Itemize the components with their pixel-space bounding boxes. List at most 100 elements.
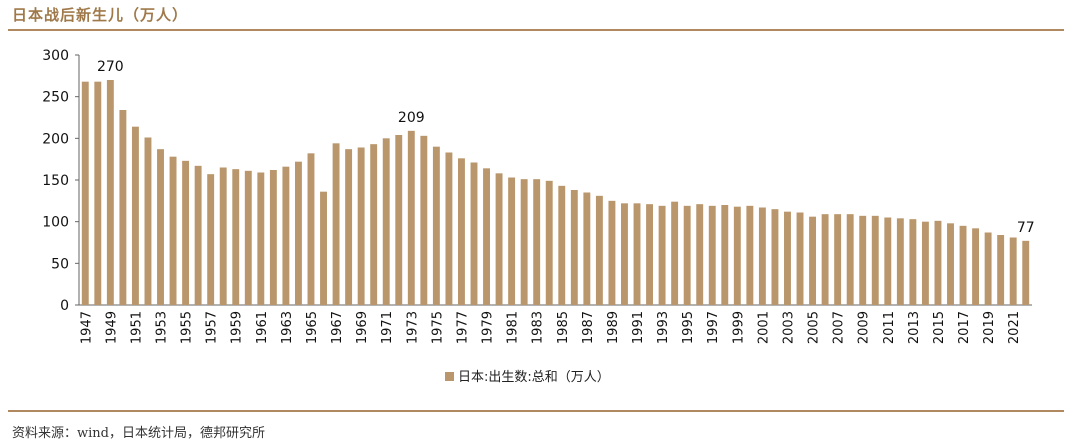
bar-1976 bbox=[445, 152, 453, 305]
bar-2011 bbox=[884, 217, 892, 305]
bar-1980 bbox=[495, 173, 503, 305]
x-tick-label: 1979 bbox=[481, 311, 496, 344]
bar-1949 bbox=[106, 80, 114, 305]
bar-1975 bbox=[432, 146, 440, 305]
x-tick-label: 1975 bbox=[430, 311, 445, 344]
bar-chart: 0 50 100 150 200 250 300 1947 1949 1951 1953 1955 19… bbox=[42, 48, 1034, 385]
x-tick-label: 2011 bbox=[882, 311, 897, 344]
bar-2012 bbox=[896, 218, 904, 305]
x-tick-label: 1997 bbox=[706, 311, 721, 344]
x-tick-label: 1995 bbox=[681, 311, 696, 344]
bar-1996 bbox=[696, 204, 704, 305]
top-divider bbox=[8, 29, 1064, 31]
bar-1963 bbox=[282, 166, 290, 305]
x-tick-label: 2003 bbox=[781, 311, 796, 344]
bar-1972 bbox=[395, 135, 403, 305]
x-tick-label: 1965 bbox=[305, 311, 320, 344]
x-tick-label: 1991 bbox=[631, 311, 646, 344]
x-tick-label: 1989 bbox=[606, 311, 621, 344]
x-tick-label: 1947 bbox=[79, 311, 94, 344]
legend-swatch bbox=[445, 372, 454, 381]
bar-1987 bbox=[583, 192, 591, 305]
bar-1947 bbox=[81, 81, 89, 305]
x-tick-label: 1951 bbox=[129, 311, 144, 344]
x-tick-label: 2019 bbox=[982, 311, 997, 344]
bar-1983 bbox=[533, 179, 541, 305]
bar-1965 bbox=[307, 153, 315, 305]
bar-1954 bbox=[169, 156, 177, 305]
bar-2003 bbox=[784, 211, 791, 305]
bar-2022 bbox=[1022, 240, 1030, 305]
bar-1951 bbox=[131, 126, 139, 305]
bar-1961 bbox=[257, 172, 265, 305]
y-tick-label: 200 bbox=[42, 131, 69, 147]
x-tick-label: 1971 bbox=[380, 311, 395, 344]
bar-1970 bbox=[370, 144, 378, 305]
bar-1953 bbox=[157, 149, 164, 305]
bar-1974 bbox=[420, 135, 428, 305]
y-tick-label: 300 bbox=[42, 48, 69, 64]
bar-2005 bbox=[809, 216, 817, 305]
x-tick-label: 1953 bbox=[155, 311, 170, 344]
bar-2016 bbox=[947, 223, 954, 305]
bar-1977 bbox=[458, 158, 465, 305]
bar-1962 bbox=[269, 170, 277, 305]
bar-1948 bbox=[94, 81, 102, 305]
x-tick-label: 1985 bbox=[556, 311, 571, 344]
y-tick-label: 50 bbox=[51, 256, 69, 272]
y-tick-label: 250 bbox=[42, 90, 69, 106]
x-tick-label: 1957 bbox=[205, 311, 220, 344]
x-tick-label: 2007 bbox=[832, 311, 847, 344]
x-tick-label: 1955 bbox=[180, 311, 195, 344]
bar-1950 bbox=[119, 110, 127, 305]
bar-1957 bbox=[207, 174, 215, 305]
data-label: 270 bbox=[97, 59, 124, 75]
bar-1991 bbox=[633, 203, 641, 305]
bar-1973 bbox=[407, 130, 415, 305]
y-tick-label: 0 bbox=[60, 298, 69, 314]
bar-2020 bbox=[997, 235, 1005, 305]
x-tick-label: 1959 bbox=[230, 311, 245, 344]
bar-2004 bbox=[796, 212, 804, 305]
bar-2014 bbox=[921, 221, 929, 305]
x-tick-label: 2021 bbox=[1007, 311, 1022, 344]
x-tick-label: 2017 bbox=[957, 311, 972, 344]
bar-2017 bbox=[959, 225, 967, 305]
bar-1960 bbox=[244, 170, 252, 305]
bar-2015 bbox=[934, 220, 942, 305]
bar-1984 bbox=[545, 180, 553, 305]
bar-1979 bbox=[483, 168, 490, 305]
bar-1967 bbox=[332, 143, 340, 305]
x-tick-label: 2013 bbox=[907, 311, 922, 344]
bar-2019 bbox=[984, 232, 992, 305]
bar-1989 bbox=[608, 200, 616, 305]
bar-2013 bbox=[909, 219, 917, 305]
bar-1994 bbox=[671, 201, 679, 305]
bar-1990 bbox=[621, 203, 628, 305]
x-tick-label: 1981 bbox=[506, 311, 521, 344]
bar-1956 bbox=[194, 165, 202, 305]
bar-1993 bbox=[658, 205, 666, 305]
data-label: 209 bbox=[398, 110, 425, 126]
x-tick-label: 2009 bbox=[857, 311, 872, 344]
bar-2009 bbox=[859, 215, 867, 305]
bar-1986 bbox=[570, 190, 578, 305]
bar-1968 bbox=[345, 149, 353, 305]
bar-2021 bbox=[1009, 237, 1017, 305]
bar-1998 bbox=[721, 205, 729, 305]
bar-2006 bbox=[821, 214, 829, 305]
bar-1952 bbox=[144, 137, 152, 305]
bar-1985 bbox=[558, 185, 566, 305]
chart-title: 日本战后新生儿（万人） bbox=[12, 6, 189, 24]
bar-1959 bbox=[232, 169, 240, 305]
bar-1995 bbox=[683, 205, 691, 305]
x-tick-label: 1977 bbox=[455, 311, 470, 344]
bar-1966 bbox=[320, 191, 327, 305]
x-tick-label: 2015 bbox=[932, 311, 947, 344]
x-tick-label: 1999 bbox=[731, 311, 746, 344]
bottom-divider bbox=[8, 410, 1064, 412]
bar-1988 bbox=[595, 195, 603, 305]
source-note: 资料来源：wind，日本统计局，德邦研究所 bbox=[12, 426, 265, 441]
bar-1992 bbox=[646, 204, 653, 305]
x-tick-label: 2005 bbox=[807, 311, 822, 344]
